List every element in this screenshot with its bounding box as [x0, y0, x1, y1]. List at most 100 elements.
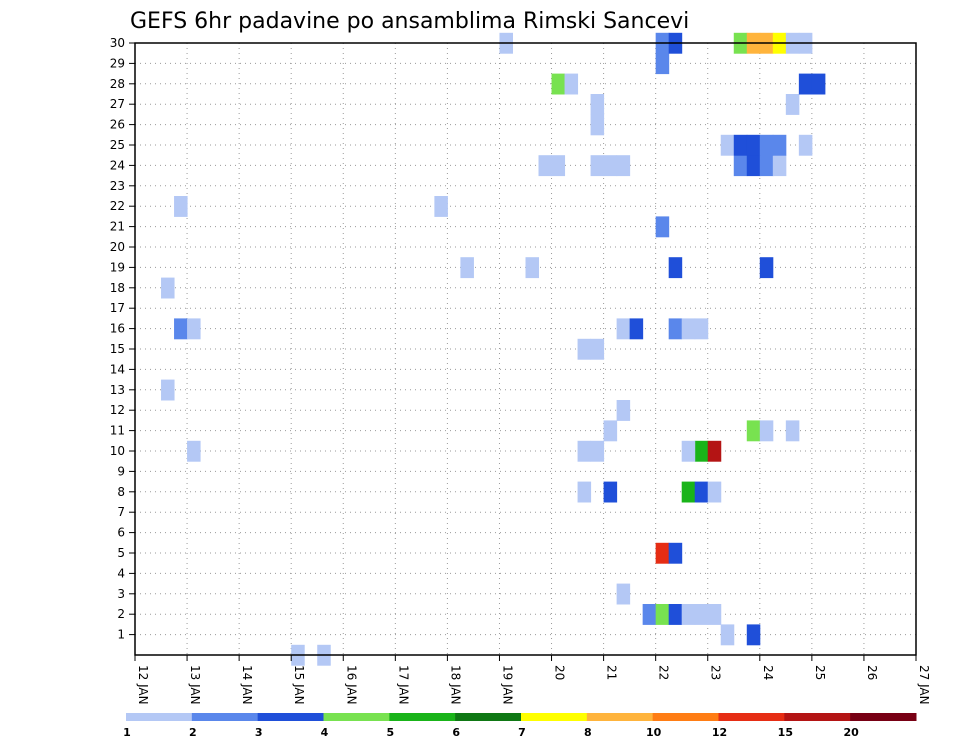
heatmap-cell	[590, 114, 605, 136]
y-tick-label: 17	[110, 301, 125, 315]
y-tick-label: 14	[110, 362, 125, 376]
heatmap-cell	[785, 94, 800, 115]
y-tick-label: 24	[110, 158, 125, 172]
legend-tick-label: 1	[123, 726, 131, 739]
legend-swatch	[718, 713, 785, 721]
x-tick-label: 27 JAN	[917, 665, 931, 705]
heatmap-cell	[746, 420, 761, 442]
legend-tick-label: 10	[646, 726, 662, 739]
heatmap-cell	[798, 134, 813, 156]
heatmap-cell	[720, 134, 735, 156]
legend-tick-label: 6	[452, 726, 460, 739]
heatmap-cell	[616, 318, 631, 340]
heatmap-cell	[759, 155, 774, 177]
heatmap-cell	[772, 134, 787, 156]
heatmap-cell	[551, 73, 566, 95]
heatmap-cell	[694, 481, 709, 503]
heatmap-cell	[174, 196, 188, 217]
heatmap-cell	[603, 481, 618, 503]
y-axis: 1234567891011121314151617181920212223242…	[110, 36, 135, 642]
x-tick-label: 26	[865, 665, 879, 680]
color-legend: 1 2 3 4 5 6 7 8 10 12 15 20	[123, 713, 917, 739]
y-tick-label: 19	[110, 260, 125, 274]
heatmap-cell	[707, 604, 722, 625]
heatmap-cell	[616, 155, 631, 177]
heatmap-cell	[694, 440, 709, 462]
chart-title: GEFS 6hr padavine po ansamblima Rimski S…	[130, 9, 689, 34]
heatmap-cell	[161, 277, 175, 299]
y-tick-label: 2	[117, 607, 125, 621]
x-tick-label: 25	[813, 665, 827, 680]
heatmap-cell	[668, 318, 683, 340]
y-tick-label: 15	[110, 342, 125, 356]
x-tick-label: 18 JAN	[448, 665, 462, 705]
y-tick-label: 22	[110, 199, 125, 213]
heatmap-cell	[590, 338, 605, 360]
legend-swatch	[389, 713, 456, 721]
heatmap-cell	[733, 155, 748, 177]
y-tick-label: 10	[110, 444, 125, 458]
heatmap-cell	[551, 155, 566, 177]
x-tick-label: 17 JAN	[396, 665, 410, 705]
heatmap-cell	[603, 420, 618, 442]
heatmap-cell	[577, 481, 592, 503]
heatmap-cell	[174, 318, 188, 340]
x-tick-label: 20	[553, 665, 567, 680]
legend-tick-label: 12	[712, 726, 727, 739]
heatmap-cell	[460, 257, 474, 279]
heatmap-cell	[161, 379, 175, 401]
heatmap-cell	[564, 73, 579, 95]
legend-tick-label: 2	[189, 726, 197, 739]
heatmap-cell	[681, 440, 696, 462]
heatmap-cell	[434, 196, 448, 217]
heatmap-cell	[538, 155, 553, 177]
heatmap-cell	[590, 440, 605, 462]
x-tick-label: 13 JAN	[188, 665, 202, 705]
heatmap-cell	[590, 155, 605, 177]
heatmap-cell	[785, 420, 800, 442]
y-tick-label: 20	[110, 240, 125, 254]
heatmap-cell	[668, 257, 683, 279]
y-tick-label: 16	[110, 322, 125, 336]
heatmap-cell	[811, 73, 826, 95]
legend-tick-label: 20	[844, 726, 860, 739]
heatmap-cell	[525, 257, 540, 279]
heatmap-cell	[694, 318, 709, 340]
heatmap-cell	[655, 542, 670, 564]
y-tick-label: 21	[110, 220, 125, 234]
heatmap-cell	[629, 318, 644, 340]
x-tick-label: 14 JAN	[240, 665, 254, 705]
x-tick-label: 12 JAN	[136, 665, 150, 705]
heatmap-cell	[668, 604, 683, 625]
y-tick-label: 1	[117, 628, 125, 642]
heatmap-cell	[577, 440, 592, 462]
heatmap-cell	[720, 624, 735, 646]
y-tick-label: 12	[110, 403, 125, 417]
heatmap-cell	[616, 583, 631, 605]
legend-swatch	[323, 713, 390, 721]
legend-swatch	[455, 713, 522, 721]
x-tick-label: 19 JAN	[500, 665, 514, 705]
heatmap-cell	[187, 318, 201, 340]
heatmap-cell	[707, 481, 722, 503]
heatmap-cell	[577, 338, 592, 360]
legend-swatch	[784, 713, 851, 721]
grid-lines	[135, 43, 916, 655]
heatmap-cell	[655, 604, 670, 625]
y-tick-label: 4	[117, 566, 125, 580]
legend-tick-label: 4	[321, 726, 329, 739]
heatmap-cell	[772, 155, 787, 177]
heatmap-cell	[590, 94, 605, 115]
y-tick-label: 28	[110, 77, 125, 91]
y-tick-label: 23	[110, 179, 125, 193]
heatmap-cell	[616, 400, 631, 421]
heatmap-cell	[707, 440, 722, 462]
y-tick-label: 6	[117, 526, 125, 540]
heatmap-cell	[655, 216, 670, 238]
legend-swatch	[850, 713, 917, 721]
x-axis: 12 JAN 13 JAN 14 JAN 15 JAN 16 JAN 17 JAN 18 J…	[134, 655, 931, 705]
heatmap-cell	[603, 155, 618, 177]
heatmap-cells	[161, 32, 826, 666]
x-tick-label: 21	[605, 665, 619, 680]
